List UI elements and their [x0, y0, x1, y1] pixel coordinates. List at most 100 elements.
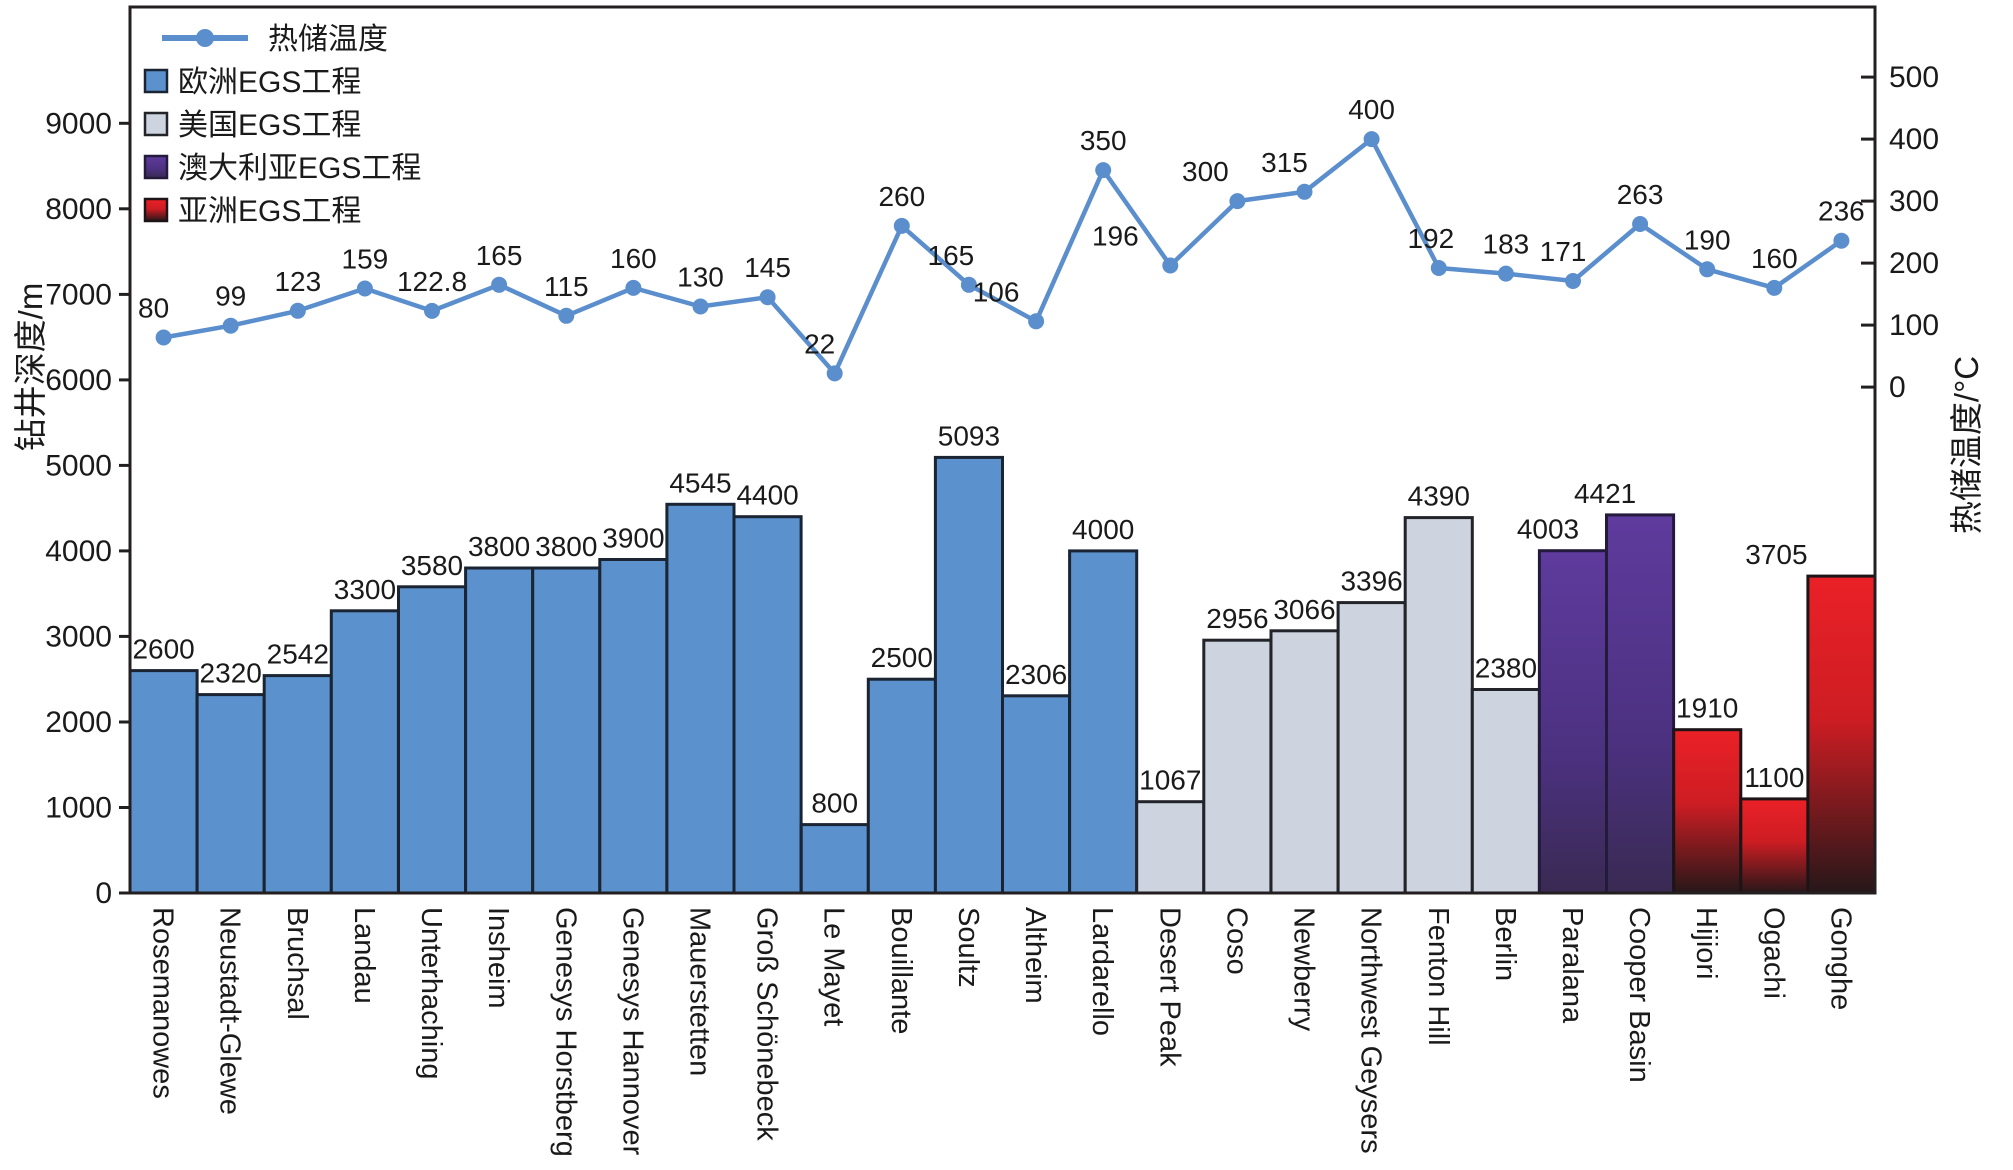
- category-label: Rosemanowes: [147, 907, 179, 1099]
- line-point: [1028, 313, 1045, 330]
- bar-Rosemanowes: [128, 669, 199, 895]
- line-point: [1497, 265, 1514, 282]
- europe-swatch-icon: [143, 68, 169, 94]
- bar-Soultz: [933, 455, 1005, 895]
- bar-value-label: 4400: [736, 480, 798, 511]
- right-axis-tick-label: 300: [1889, 185, 1939, 218]
- bar-Insheim: [464, 566, 535, 895]
- line-value-label: 165: [928, 240, 975, 271]
- bar-value-label: 2956: [1206, 603, 1268, 634]
- legend-item-usa: 美国EGS工程: [143, 109, 361, 142]
- legend-item-europe: 欧洲EGS工程: [143, 66, 361, 99]
- line-point: [1766, 279, 1783, 296]
- line-value-label: 122.8: [397, 266, 467, 297]
- line-value-label: 171: [1540, 236, 1587, 267]
- line-value-label: 106: [973, 276, 1020, 307]
- bar-value-label: 3580: [401, 550, 463, 581]
- category-label: Bouillante: [885, 907, 917, 1034]
- line-value-label: 315: [1261, 147, 1308, 178]
- line-value-label: 115: [544, 271, 589, 302]
- line-point: [1095, 162, 1112, 179]
- line-value-label: 22: [804, 328, 835, 359]
- bar-value-label: 2380: [1475, 653, 1537, 684]
- category-label: Unterhaching: [415, 907, 447, 1080]
- line-value-label: 183: [1483, 229, 1530, 260]
- bar-value-label: 2600: [132, 634, 194, 665]
- right-axis-tick-label: 400: [1889, 123, 1939, 156]
- bar-value-label: 4390: [1408, 481, 1470, 512]
- bar-Gonghe: [1806, 574, 1877, 895]
- category-label: Hijiori: [1690, 907, 1722, 980]
- line-value-label: 159: [342, 244, 389, 275]
- right-axis-tick-label: 100: [1889, 309, 1939, 342]
- line-point: [424, 302, 440, 319]
- bar-value-label: 4000: [1072, 514, 1134, 545]
- bar-Mauerstetten: [665, 502, 736, 895]
- legend-label-usa: 美国EGS工程: [178, 109, 361, 142]
- bar-Bouillante: [866, 677, 937, 895]
- line-point: [289, 302, 306, 319]
- temperature-line: [163, 136, 1843, 376]
- asia-swatch-icon: [143, 197, 169, 223]
- line-point: [692, 298, 709, 315]
- australia-swatch-icon: [143, 154, 169, 180]
- bar-value-label: 3300: [334, 574, 396, 605]
- bar-value-label: 4545: [669, 467, 731, 498]
- bar-Lardarello: [1068, 549, 1139, 895]
- category-label: Altheim: [1019, 907, 1051, 1004]
- left-axis-tick-label: 2000: [45, 706, 112, 739]
- bar-value-label: 2500: [871, 642, 933, 673]
- bar-value-label: 3800: [468, 531, 530, 562]
- left-axis-tick-label: 0: [95, 877, 112, 910]
- left-axis-tick-label: 5000: [45, 449, 112, 482]
- line-point: [356, 280, 373, 297]
- bar-Altheim: [1001, 694, 1072, 895]
- bar-value-label: 4003: [1517, 514, 1579, 545]
- bar-Ogachi: [1739, 797, 1810, 895]
- temperature-line-marker-symbol: [196, 29, 214, 47]
- left-axis-title: 钻井深度/m: [12, 283, 49, 452]
- category-label: Newberry: [1288, 907, 1320, 1032]
- line-point: [1162, 257, 1179, 274]
- legend-label-asia: 亚洲EGS工程: [178, 195, 361, 228]
- bar-Berlin: [1470, 688, 1541, 895]
- line-point: [1363, 131, 1380, 148]
- line-point: [1229, 193, 1246, 210]
- line-value-label: 190: [1684, 224, 1731, 255]
- category-label: Mauerstetten: [684, 907, 716, 1076]
- bar-Bruchsal: [262, 674, 333, 895]
- legend-item-temperature-line: 热储温度: [162, 23, 388, 56]
- line-value-label: 99: [215, 281, 246, 312]
- bar-value-label: 2542: [267, 639, 329, 670]
- right-axis-tick-label: 200: [1889, 247, 1939, 280]
- bar-value-label: 1100: [1744, 762, 1804, 793]
- line-value-label: 130: [677, 262, 724, 293]
- bar-Northwest Geysers: [1336, 601, 1407, 895]
- category-label: Bruchsal: [281, 907, 313, 1020]
- bar-value-label: 3900: [602, 523, 664, 554]
- right-axis-tick-label: 500: [1889, 61, 1939, 94]
- bar-value-label: 1910: [1676, 693, 1738, 724]
- bar-Neustadt-Glewe: [195, 693, 266, 895]
- line-value-label: 80: [138, 293, 169, 324]
- category-label: Cooper Basin: [1623, 907, 1655, 1083]
- line-value-label: 196: [1092, 221, 1139, 252]
- line-value-label: 145: [744, 252, 791, 283]
- bar-value-label: 2320: [200, 658, 262, 689]
- category-label: Berlin: [1489, 907, 1521, 981]
- category-label: Paralana: [1556, 907, 1588, 1024]
- usa-swatch-icon: [143, 111, 169, 137]
- line-point: [960, 276, 977, 293]
- line-value-label: 123: [274, 266, 321, 297]
- bar-value-label: 3705: [1745, 539, 1807, 570]
- bar-Groß Schönebeck: [732, 515, 803, 895]
- bar-Newberry: [1269, 629, 1340, 895]
- left-axis-tick-label: 4000: [45, 535, 112, 568]
- bar-value-label: 5093: [938, 420, 1000, 451]
- line-point: [759, 289, 776, 306]
- plot-border: [128, 5, 1877, 895]
- line-value-label: 260: [878, 181, 925, 212]
- left-axis-tick-label: 6000: [45, 364, 112, 397]
